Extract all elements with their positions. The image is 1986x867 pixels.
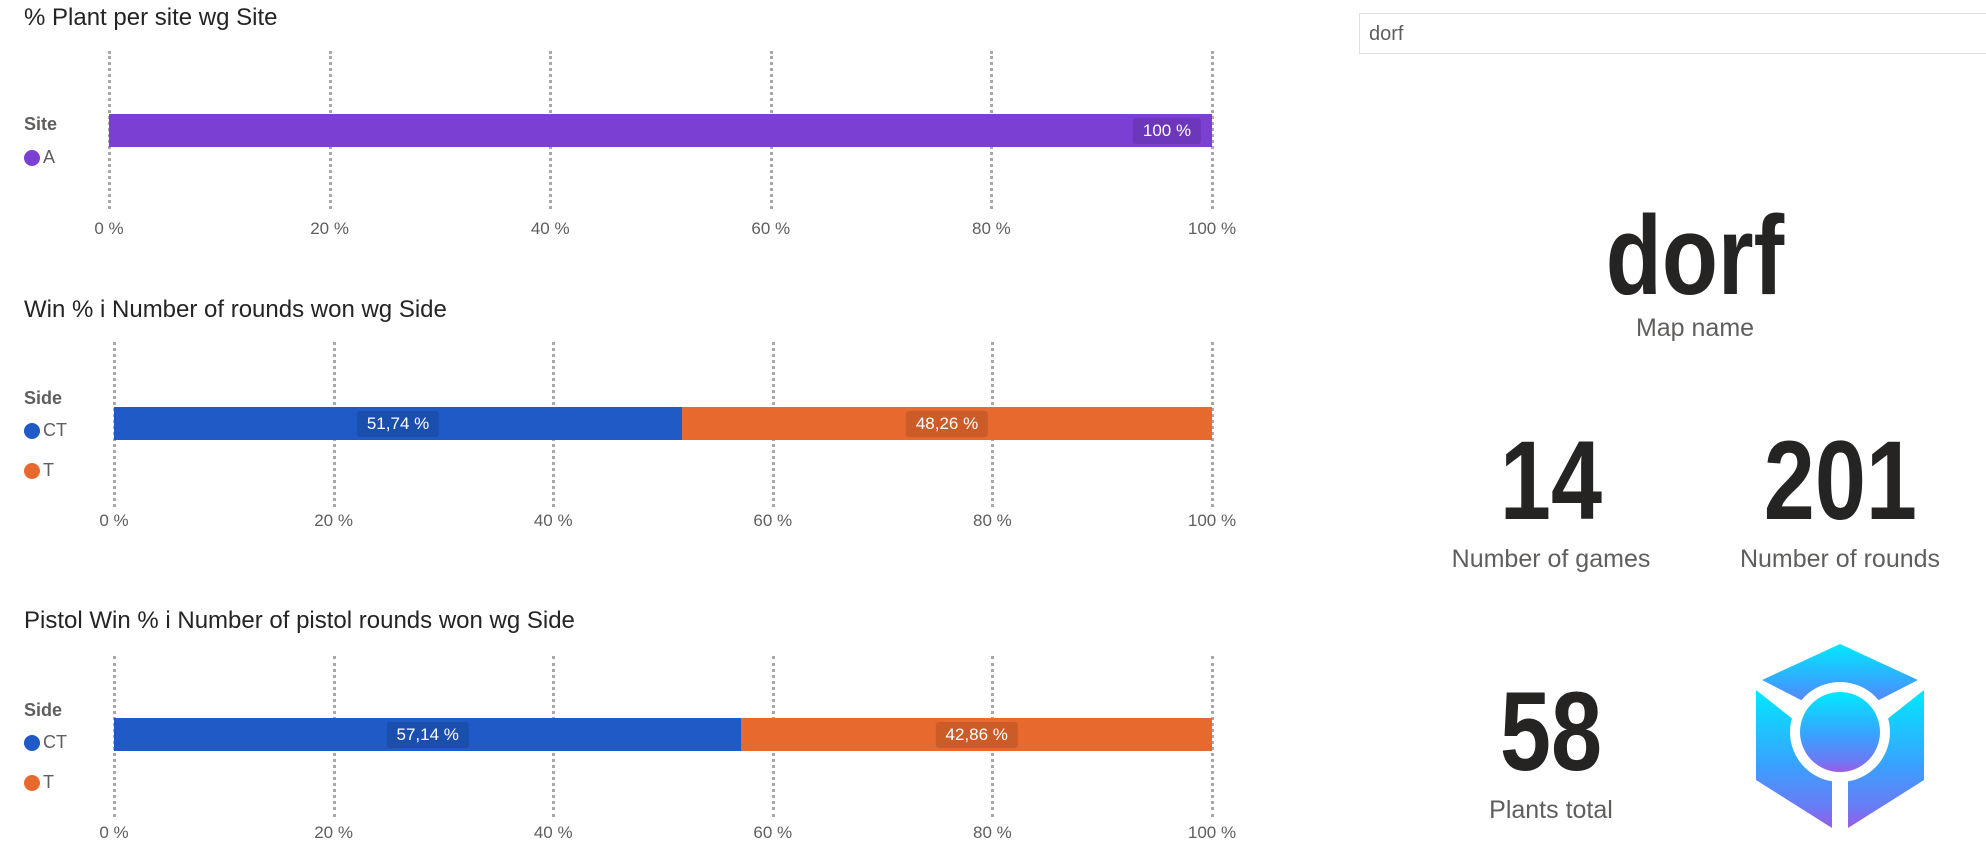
x-tick-label: 80 % [973, 511, 1012, 530]
bar-segment-a[interactable]: 100 % [109, 114, 1212, 147]
x-tick-label: 100 % [1187, 511, 1237, 530]
x-tick-label: 60 % [753, 511, 793, 530]
bar-segment-ct[interactable]: 51,74 % [114, 407, 683, 440]
legend-dot-icon [24, 422, 40, 439]
bar-segment-t[interactable]: 42,86 % [741, 718, 1212, 751]
chart-title: % Plant per site wg Site [24, 4, 278, 31]
legend-title: Site [24, 114, 58, 134]
x-tick-label: 0 % [99, 823, 129, 842]
search-value: dorf [1369, 23, 1404, 45]
rounds-value: 201 [1763, 418, 1917, 543]
legend-dot-icon [24, 734, 40, 751]
plants-label: Plants total [1489, 796, 1613, 824]
gridline [1211, 342, 1214, 507]
x-tick-label: 60 % [751, 219, 791, 238]
x-tick-label: 40 % [533, 823, 573, 842]
x-tick-label: 60 % [753, 823, 793, 842]
games-value: 14 [1499, 418, 1603, 543]
games-card: 14 Number of games [1452, 425, 1651, 574]
x-tick-label: 0 % [94, 219, 124, 238]
legend-item[interactable]: CT [24, 732, 67, 753]
data-label: 51,74 % [356, 410, 440, 437]
legend-item[interactable]: A [24, 147, 55, 168]
rounds-card: 201 Number of rounds [1740, 425, 1940, 574]
x-tick-label: 80 % [973, 823, 1012, 842]
gridline [1211, 656, 1214, 817]
plants-value: 58 [1499, 669, 1603, 794]
legend-dot-icon [24, 774, 40, 791]
legend-label: A [43, 147, 56, 167]
map-search-input[interactable]: dorf [1359, 13, 1986, 54]
data-label: 48,26 % [905, 410, 989, 437]
legend-title: Side [24, 388, 63, 408]
map-name-label: Map name [1635, 314, 1755, 342]
cube-target-logo-icon [1756, 644, 1924, 830]
legend-label: CT [43, 420, 67, 440]
bar-segment-ct[interactable]: 57,14 % [114, 718, 742, 751]
x-tick-label: 40 % [530, 219, 570, 238]
data-label: 100 % [1132, 117, 1202, 144]
chart-title: Win % i Number of rounds won wg Side [24, 296, 447, 323]
data-label: 57,14 % [386, 721, 469, 748]
plants-card: 58 Plants total [1489, 676, 1614, 825]
x-tick-label: 100 % [1187, 823, 1237, 842]
x-tick-label: 100 % [1187, 219, 1237, 238]
legend-label: T [43, 460, 54, 480]
games-label: Number of games [1451, 545, 1651, 573]
gridline [1211, 51, 1214, 209]
legend-item[interactable]: T [24, 772, 54, 793]
x-tick-label: 0 % [99, 511, 129, 530]
legend-dot-icon [24, 462, 40, 479]
legend-label: T [43, 772, 54, 792]
data-label: 42,86 % [935, 721, 1018, 748]
bar-segment-t[interactable]: 48,26 % [682, 407, 1212, 440]
x-tick-label: 20 % [314, 511, 353, 530]
map-name-card: dorf Map name [1586, 200, 1804, 343]
legend-item[interactable]: CT [24, 420, 67, 441]
legend-item[interactable]: T [24, 460, 54, 481]
legend-label: CT [43, 732, 67, 752]
rounds-label: Number of rounds [1739, 545, 1941, 573]
x-tick-label: 20 % [314, 823, 353, 842]
chart-title: Pistol Win % i Number of pistol rounds w… [24, 607, 575, 634]
x-tick-label: 80 % [972, 219, 1011, 238]
map-name-value: dorf [1605, 193, 1785, 318]
x-tick-label: 20 % [310, 219, 349, 238]
legend-title: Side [24, 700, 63, 720]
legend-dot-icon [24, 149, 40, 166]
x-tick-label: 40 % [533, 511, 573, 530]
